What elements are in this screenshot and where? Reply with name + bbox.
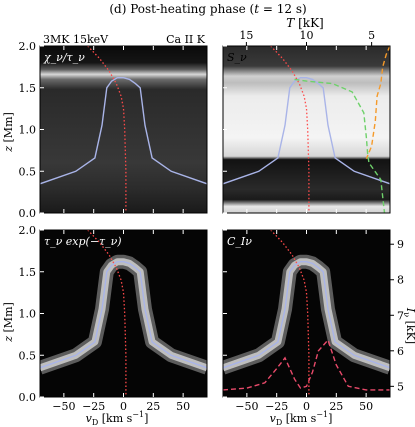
panel-label: S_ν <box>227 51 247 64</box>
x-tick-label: 25 <box>146 400 160 413</box>
right-tick-label: 6 <box>397 345 404 358</box>
line-label: Ca II K <box>166 33 206 46</box>
panel-chi_over_tau <box>40 46 207 213</box>
top-tick-label: 15 <box>239 29 253 42</box>
panel-tau_exp <box>40 230 207 397</box>
top-axis-label: T [kK] <box>286 16 323 30</box>
y-tick-label: 0.5 <box>19 165 37 178</box>
x-tick-label: 0 <box>303 400 310 413</box>
vd-axis-label-right: vD [km s−1] <box>270 410 333 427</box>
x-tick-label: −25 <box>265 400 288 413</box>
heatmap-background <box>40 230 207 397</box>
right-axis-label: Iν [kK] <box>402 307 415 344</box>
right-tick-label: 9 <box>397 238 404 251</box>
velocity-line <box>87 230 127 397</box>
x-tick-label: −25 <box>82 400 105 413</box>
panel-label: χ_ν/τ_ν <box>43 51 85 64</box>
z-axis-label-top: z [Mm] <box>2 112 15 153</box>
right-tick-label: 7 <box>397 309 404 322</box>
right-tick-label: 5 <box>397 380 404 393</box>
heatmap-background <box>223 230 390 397</box>
x-tick-label: 0 <box>120 400 127 413</box>
y-tick-label: 1.0 <box>19 124 37 137</box>
line-profile <box>223 261 390 369</box>
panel-label: τ_ν exp(−τ_ν) <box>44 235 122 248</box>
top-tick-label: 10 <box>300 29 314 42</box>
heatmap-background <box>223 46 390 213</box>
y-tick-label: 1.0 <box>19 308 37 321</box>
panel-source_function <box>223 46 390 213</box>
figure-title: (d) Post-heating phase (t = 12 s) <box>109 2 306 16</box>
line-profile <box>40 77 207 185</box>
y-tick-label: 2.0 <box>19 40 37 53</box>
top-tick-label: 5 <box>368 29 375 42</box>
velocity-line <box>270 230 310 397</box>
x-tick-label: 50 <box>176 400 190 413</box>
y-tick-label: 2.0 <box>19 224 37 237</box>
x-tick-label: −50 <box>235 400 258 413</box>
right-tick-label: 8 <box>397 274 404 287</box>
line-profile <box>223 77 390 185</box>
x-tick-label: 50 <box>359 400 373 413</box>
line-profile <box>40 261 207 369</box>
y-tick-label: 0.0 <box>19 391 37 404</box>
intensity-line <box>223 338 390 391</box>
velocity-line <box>87 46 127 213</box>
x-tick-label: −50 <box>52 400 75 413</box>
model-label: 3MK 15keV <box>43 33 109 46</box>
y-tick-label: 1.5 <box>19 266 37 279</box>
panel-contribution <box>223 230 390 397</box>
y-tick-label: 1.5 <box>19 82 37 95</box>
temperature-line <box>365 46 390 159</box>
panel-label: C_Iν <box>227 235 252 248</box>
heatmap-background <box>40 46 207 213</box>
y-tick-label: 0.0 <box>19 207 37 220</box>
z-axis-label-bottom: z [Mm] <box>2 302 15 343</box>
vd-axis-label-left: vD [km s−1] <box>86 410 149 427</box>
y-tick-label: 0.5 <box>19 349 37 362</box>
velocity-line <box>270 46 310 213</box>
x-tick-label: 25 <box>329 400 343 413</box>
source-function-line <box>294 78 386 213</box>
